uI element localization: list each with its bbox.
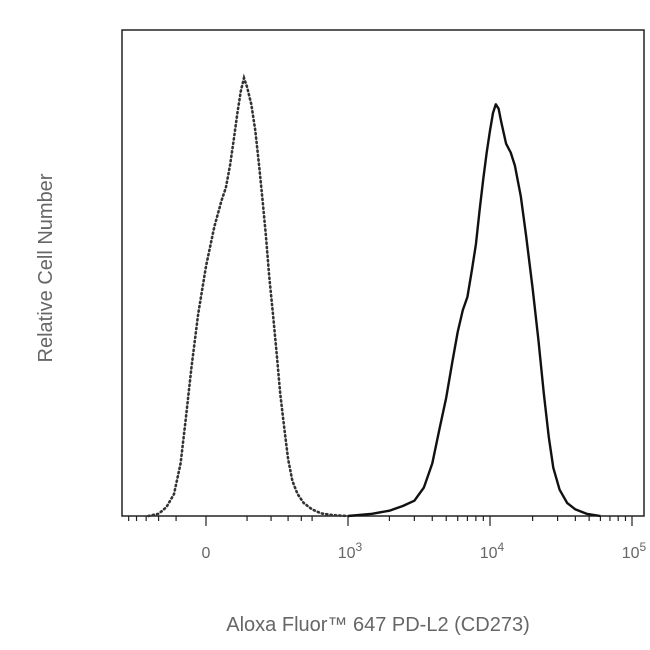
series-layer <box>147 73 601 518</box>
control-histogram-dotted <box>147 73 350 518</box>
x-tick-label: 104 <box>480 540 505 562</box>
x-tick-label: 105 <box>622 540 647 562</box>
plot-frame <box>121 29 645 517</box>
x-tick-label: 103 <box>338 540 363 562</box>
y-axis-label: Relative Cell Number <box>35 173 57 362</box>
axis-ticks <box>128 516 633 526</box>
x-tick-label: 0 <box>202 545 211 562</box>
stained-histogram-solid <box>347 103 601 518</box>
x-axis-label: Aloxa Fluor™ 647 PD-L2 (CD273) <box>226 614 529 636</box>
x-tick-labels: 0 103 104 105 <box>202 540 647 562</box>
